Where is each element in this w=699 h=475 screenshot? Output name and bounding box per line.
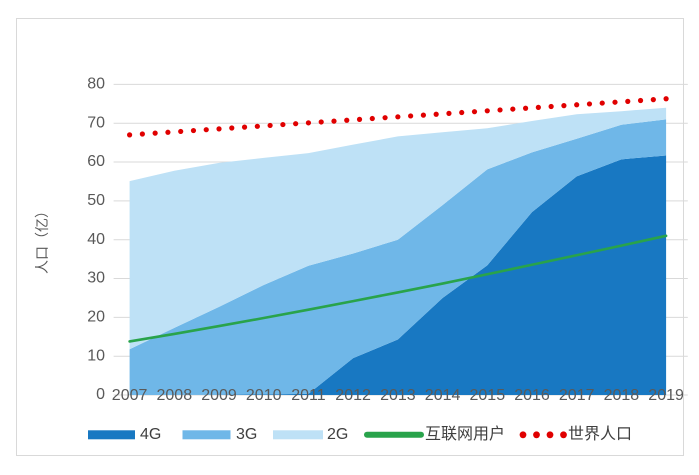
svg-text:80: 80: [87, 75, 105, 92]
svg-text:2007: 2007: [112, 387, 148, 404]
svg-text:10: 10: [87, 347, 105, 364]
svg-text:4G: 4G: [140, 425, 161, 442]
svg-text:2G: 2G: [327, 425, 348, 442]
svg-text:2018: 2018: [604, 387, 640, 404]
svg-text:2011: 2011: [291, 387, 326, 404]
svg-text:2016: 2016: [514, 387, 550, 404]
svg-text:60: 60: [87, 153, 105, 170]
svg-text:2013: 2013: [380, 387, 416, 404]
svg-text:2017: 2017: [559, 387, 595, 404]
svg-text:2012: 2012: [335, 387, 371, 404]
svg-text:人口（亿）: 人口（亿）: [34, 204, 50, 274]
svg-text:3G: 3G: [236, 425, 257, 442]
svg-text:2015: 2015: [470, 387, 506, 404]
svg-text:互联网用户: 互联网用户: [425, 424, 505, 442]
svg-text:20: 20: [87, 308, 105, 325]
svg-text:2008: 2008: [157, 387, 193, 404]
svg-text:2019: 2019: [648, 387, 684, 404]
svg-text:70: 70: [87, 114, 105, 131]
svg-text:0: 0: [96, 386, 105, 403]
svg-text:40: 40: [87, 230, 105, 247]
svg-text:2010: 2010: [246, 387, 282, 404]
svg-text:2014: 2014: [425, 387, 461, 404]
svg-text:世界人口: 世界人口: [568, 424, 632, 442]
svg-text:2009: 2009: [201, 387, 237, 404]
svg-text:50: 50: [87, 192, 105, 209]
svg-text:30: 30: [87, 269, 105, 286]
